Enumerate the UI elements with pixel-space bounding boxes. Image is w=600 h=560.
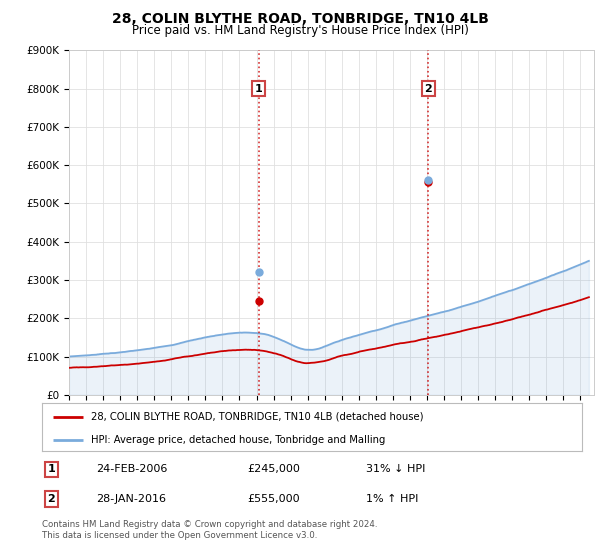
Text: Price paid vs. HM Land Registry's House Price Index (HPI): Price paid vs. HM Land Registry's House … <box>131 24 469 37</box>
Text: 28, COLIN BLYTHE ROAD, TONBRIDGE, TN10 4LB: 28, COLIN BLYTHE ROAD, TONBRIDGE, TN10 4… <box>112 12 488 26</box>
Text: 28, COLIN BLYTHE ROAD, TONBRIDGE, TN10 4LB (detached house): 28, COLIN BLYTHE ROAD, TONBRIDGE, TN10 4… <box>91 412 423 422</box>
Text: This data is licensed under the Open Government Licence v3.0.: This data is licensed under the Open Gov… <box>42 531 317 540</box>
Text: Contains HM Land Registry data © Crown copyright and database right 2024.: Contains HM Land Registry data © Crown c… <box>42 520 377 529</box>
Text: 31% ↓ HPI: 31% ↓ HPI <box>366 464 425 474</box>
Text: 2: 2 <box>424 83 432 94</box>
Text: 1: 1 <box>254 83 262 94</box>
Text: 1: 1 <box>47 464 55 474</box>
Text: £245,000: £245,000 <box>247 464 300 474</box>
Text: 28-JAN-2016: 28-JAN-2016 <box>96 494 166 504</box>
Text: 24-FEB-2006: 24-FEB-2006 <box>96 464 167 474</box>
Text: HPI: Average price, detached house, Tonbridge and Malling: HPI: Average price, detached house, Tonb… <box>91 435 385 445</box>
Text: £555,000: £555,000 <box>247 494 300 504</box>
Text: 1% ↑ HPI: 1% ↑ HPI <box>366 494 418 504</box>
Text: 2: 2 <box>47 494 55 504</box>
